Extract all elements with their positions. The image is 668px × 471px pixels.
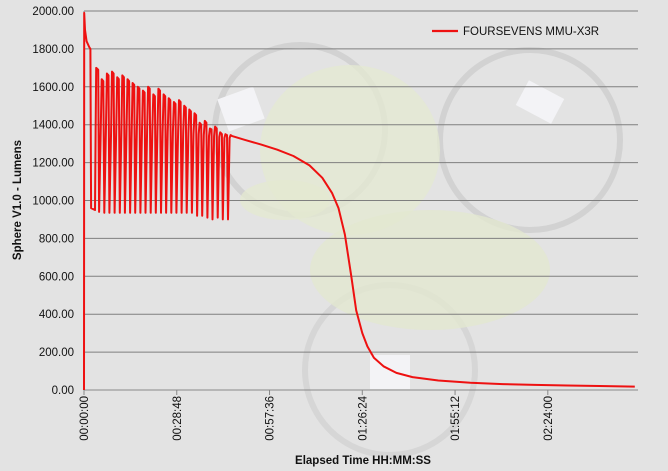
y-axis-title: Sphere V1.0 - Lumens — [12, 140, 24, 260]
background-photo — [212, 42, 623, 458]
y-tick-label: 400.00 — [39, 309, 74, 321]
y-tick-label: 1800.00 — [32, 44, 74, 56]
y-tick-label: 1000.00 — [32, 196, 74, 208]
bg-circle-right — [437, 47, 623, 233]
legend: FOURSEVENS MMU-X3R — [432, 26, 599, 38]
y-tick-label: 1200.00 — [32, 158, 74, 170]
bg-led-left — [217, 86, 265, 132]
x-tick-label: 00:28:48 — [172, 396, 184, 441]
y-tick-label: 1400.00 — [32, 120, 74, 132]
gridlines — [84, 10, 638, 391]
y-tick-label: 0.00 — [52, 385, 74, 397]
bg-led-right — [515, 80, 565, 124]
bg-blob-lower — [310, 210, 550, 330]
legend-label: FOURSEVENS MMU-X3R — [463, 26, 599, 38]
axes: 0.00 200.00 400.00 600.00 800.00 1000.00 1200.… — [32, 6, 554, 441]
x-tick-label: 02:24:00 — [543, 396, 555, 441]
series-line — [83, 11, 635, 391]
x-tick-label: 01:55:12 — [450, 396, 462, 441]
x-tick-label: 00:57:36 — [265, 396, 277, 441]
x-tick-label: 01:26:24 — [357, 395, 369, 440]
x-tick-label: 00:00:00 — [79, 396, 91, 441]
y-tick-label: 600.00 — [39, 271, 74, 283]
x-axis-title: Elapsed Time HH:MM:SS — [295, 455, 431, 467]
y-tick-label: 200.00 — [39, 347, 74, 359]
series-layer — [83, 11, 635, 391]
y-tick-label: 2000.00 — [32, 6, 74, 18]
y-tick-label: 800.00 — [39, 233, 74, 245]
y-tick-label: 1600.00 — [32, 82, 74, 94]
